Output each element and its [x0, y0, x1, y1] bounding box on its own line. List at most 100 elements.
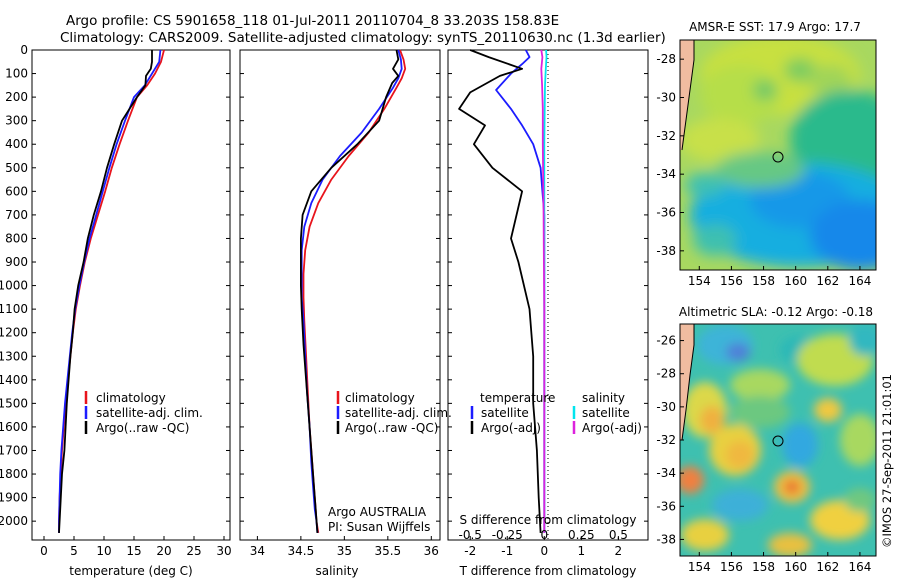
legend-label-s-argo: Argo(-adj) — [582, 421, 642, 435]
s-difference-label: S difference from climatology — [460, 513, 637, 527]
map-lat-tick-label: -34 — [656, 167, 676, 181]
depth-tick-label: 700 — [5, 208, 28, 222]
depth-tick-label: 1300 — [0, 349, 28, 363]
salinity-x-tick-label: 34.5 — [288, 544, 315, 558]
map-lat-tick-label: -32 — [656, 433, 676, 447]
salinity-x-tick-label: 35 — [337, 544, 352, 558]
depth-tick-label: 1800 — [0, 467, 28, 481]
series-line-satellite-adj-clim — [300, 49, 403, 533]
depth-tick-label: 1600 — [0, 420, 28, 434]
depth-tick-label: 1000 — [0, 279, 28, 293]
legend-label-argo: Argo(..raw -QC) — [96, 421, 189, 435]
depth-tick-label: 0 — [20, 43, 28, 57]
temperature-x-tick-label: 10 — [96, 544, 111, 558]
T-difference-x-tick-label: 0 — [540, 544, 548, 558]
S-difference-tick-label: 0.25 — [568, 528, 595, 542]
sst-map-ticks: 154 156 158 160 162 164 -28 -30 -32 -34 -36 -38 — [656, 52, 871, 288]
salinity-x-tick-label: 35.5 — [374, 544, 401, 558]
map-lon-tick-label: 154 — [688, 274, 711, 288]
sla-map-title: Altimetric SLA: -0.12 Argo: -0.18 — [679, 305, 873, 319]
map-lon-tick-label: 158 — [752, 560, 775, 574]
difference-legend-salinity: salinity satellite Argo(-adj) — [572, 391, 642, 435]
map-lat-tick-label: -36 — [656, 206, 676, 220]
map-lon-tick-label: 162 — [816, 560, 839, 574]
map-lat-tick-label: -36 — [656, 499, 676, 513]
depth-tick-label: 100 — [5, 67, 28, 81]
series-line-argo-raw-qc — [58, 50, 153, 533]
map-lat-tick-label: -26 — [656, 334, 676, 348]
legend-label-satellite: satellite-adj. clim. — [96, 406, 203, 420]
map-lon-tick-label: 156 — [720, 274, 743, 288]
t-difference-label: T difference from climatology — [459, 564, 637, 578]
map-lon-tick-label: 160 — [784, 560, 807, 574]
series-line-argo-raw-qc — [299, 49, 400, 533]
S-difference-tick-label: 0 — [540, 528, 548, 542]
temperature-x-tick-label: 30 — [216, 544, 231, 558]
sla-map-ticks: 154 156 158 160 162 164 -26 -28 -30 -32 -34 -36 -38 — [656, 334, 871, 574]
temperature-x-tick-label: 5 — [70, 544, 78, 558]
salinity-legend: climatology satellite-adj. clim. Argo(..… — [336, 391, 452, 435]
map-lon-tick-label: 162 — [816, 274, 839, 288]
depth-tick-label: 400 — [5, 137, 28, 151]
depth-tick-label: 2000 — [0, 514, 28, 528]
temperature-panel-frame — [31, 49, 231, 541]
salinity-x-tick-label: 34 — [250, 544, 265, 558]
argo-program-label: Argo AUSTRALIA — [328, 505, 427, 519]
map-lon-tick-label: 164 — [848, 560, 871, 574]
legend-label-satellite: satellite-adj. clim. — [345, 406, 452, 420]
temperature-lines — [58, 49, 165, 533]
S-difference-tick-label: 0.5 — [609, 528, 628, 542]
salinity-lines — [299, 49, 407, 534]
salinity-panel-frame — [239, 49, 441, 541]
map-lon-tick-label: 158 — [752, 274, 775, 288]
legend-label-t-argo: Argo(-adj) — [481, 421, 541, 435]
depth-tick-label: 200 — [5, 90, 28, 104]
map-lat-tick-label: -30 — [656, 91, 676, 105]
depth-tick-label: 1900 — [0, 491, 28, 505]
temperature-legend: climatology satellite-adj. clim. Argo(..… — [84, 391, 203, 435]
temperature-axis-label: temperature (deg C) — [69, 564, 192, 578]
temperature-x-ticks: 0 5 10 15 20 25 30 — [40, 536, 232, 558]
legend-label-climatology: climatology — [96, 391, 166, 405]
temperature-x-tick-label: 15 — [126, 544, 141, 558]
series-line-satellite-adj-clim — [58, 49, 162, 533]
legend-title-temperature: temperature — [480, 391, 555, 405]
map-lat-tick-label: -28 — [656, 367, 676, 381]
T-difference-x-tick-label: -2 — [464, 544, 476, 558]
difference-lines — [458, 49, 548, 533]
depth-tick-label: 1100 — [0, 302, 28, 316]
T-difference-x-tick-label: -1 — [501, 544, 513, 558]
depth-tick-label: 1700 — [0, 443, 28, 457]
map-lon-tick-label: 164 — [848, 274, 871, 288]
series-line-climatology — [302, 49, 407, 534]
depth-tick-label: 900 — [5, 255, 28, 269]
depth-tick-label: 300 — [5, 114, 28, 128]
depth-tick-label: 1500 — [0, 396, 28, 410]
legend-label-t-satellite: satellite — [481, 406, 529, 420]
depth-tick-label: 1200 — [0, 326, 28, 340]
map-lon-tick-label: 160 — [784, 274, 807, 288]
depth-tick-label: 600 — [5, 184, 28, 198]
map-lat-tick-label: -32 — [656, 129, 676, 143]
header-line-2: Climatology: CARS2009. Satellite-adjuste… — [60, 30, 666, 46]
temperature-x-tick-label: 20 — [156, 544, 171, 558]
sst-map-title: AMSR-E SST: 17.9 Argo: 17.7 — [689, 20, 861, 34]
header-line-1: Argo profile: CS 5901658_118 01-Jul-2011… — [66, 13, 559, 29]
map-lat-tick-label: -30 — [656, 400, 676, 414]
series-line-temperature-argo-adj — [458, 49, 542, 533]
temperature-x-tick-label: 0 — [40, 544, 48, 558]
series-line-salinity-argo-adj — [540, 49, 546, 533]
pi-name-label: PI: Susan Wijffels — [328, 520, 430, 534]
depth-tick-label: 500 — [5, 161, 28, 175]
S-difference-tick-label: -0.25 — [492, 528, 523, 542]
difference-legend-temperature: temperature satellite Argo(-adj) — [470, 391, 555, 435]
salinity-x-ticks: 34 34.5 35 35.5 36 — [250, 536, 439, 558]
salinity-x-tick-label: 36 — [424, 544, 439, 558]
map-lat-tick-label: -28 — [656, 52, 676, 66]
legend-title-salinity: salinity — [582, 391, 625, 405]
sla-float-marker — [772, 435, 784, 447]
sst-map-image — [680, 40, 876, 270]
S-difference-tick-label: -0.5 — [459, 528, 482, 542]
